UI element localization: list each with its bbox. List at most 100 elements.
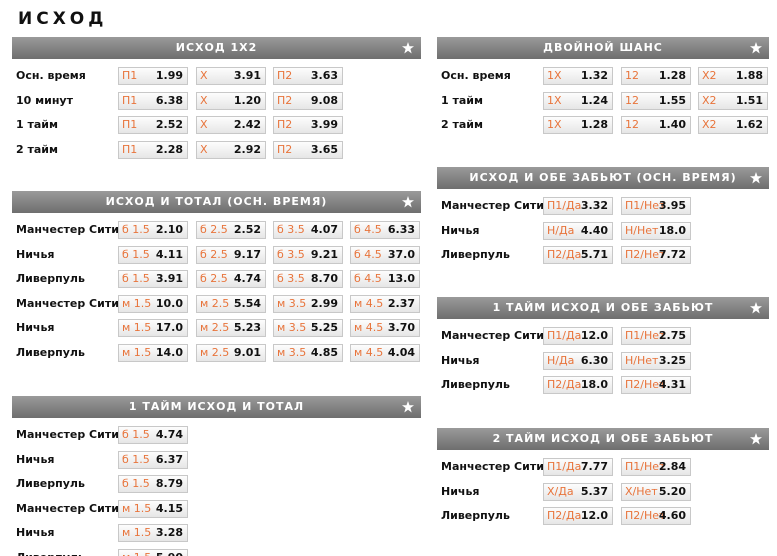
bet-name: м 3.5: [277, 321, 307, 335]
section-header: ИСХОД 1Х2: [12, 37, 421, 59]
odds-button[interactable]: м 4.5 4.04: [350, 344, 420, 362]
odds-button[interactable]: м 3.5 5.25: [273, 319, 343, 338]
odds-value: 5.20: [658, 484, 686, 498]
odds-button[interactable]: X2 1.88: [698, 67, 768, 85]
bet-name: б 1.5: [122, 452, 150, 466]
odds-button[interactable]: 1X 1.28: [543, 116, 613, 135]
favorite-star[interactable]: [750, 172, 762, 184]
odds-button[interactable]: Х/Нет 5.20: [621, 482, 691, 501]
odds-button[interactable]: б 1.5 4.11: [118, 245, 188, 264]
odds-button[interactable]: Н/Да 6.30: [543, 351, 613, 370]
odds-button[interactable]: 12 1.40: [621, 116, 691, 135]
odds-button[interactable]: 1X 1.24: [543, 91, 613, 110]
odds-button[interactable]: П1 1.99: [118, 67, 188, 85]
odds-button[interactable]: б 3.5 9.21: [273, 245, 343, 264]
odds-button[interactable]: м 1.5 14.0: [118, 344, 188, 362]
odds-value: 2.52: [233, 223, 261, 236]
odds-button[interactable]: Х 2.92: [196, 140, 266, 159]
odds-value: 1.51: [735, 93, 763, 107]
odds-button[interactable]: Н/Нет 18.0: [621, 221, 691, 240]
odds-button[interactable]: б 4.5 13.0: [350, 270, 420, 289]
odds-button[interactable]: м 3.5 4.85: [273, 344, 343, 362]
bet-name: П1/Нет: [625, 329, 666, 342]
section-title: 1 ТАЙМ ИСХОД И ОБЕ ЗАБЬЮТ: [492, 301, 714, 314]
bet-name: м 1.5: [122, 526, 152, 540]
odds-button[interactable]: П2/Да 18.0: [543, 376, 613, 395]
favorite-star[interactable]: [750, 302, 762, 314]
favorite-star[interactable]: [402, 196, 414, 208]
odds-button[interactable]: П1/Да 12.0: [543, 327, 613, 345]
favorite-star[interactable]: [402, 42, 414, 54]
odds-value: 1.99: [155, 69, 183, 82]
odds-button[interactable]: П2 9.08: [273, 91, 343, 110]
odds-button[interactable]: П1 2.52: [118, 116, 188, 135]
odds-button[interactable]: Н/Да 4.40: [543, 221, 613, 240]
odds-button[interactable]: б 4.5 37.0: [350, 245, 420, 264]
odds-button[interactable]: Н/Нет 3.25: [621, 351, 691, 370]
favorite-star[interactable]: [750, 42, 762, 54]
odds-button[interactable]: б 3.5 8.70: [273, 270, 343, 289]
odds-button[interactable]: б 2.5 9.17: [196, 245, 266, 264]
odds-button[interactable]: м 3.5 2.99: [273, 294, 343, 313]
odds-button[interactable]: X2 1.62: [698, 116, 768, 135]
odds-button[interactable]: б 2.5 4.74: [196, 270, 266, 289]
odds-value: 4.74: [155, 428, 183, 441]
odds-button[interactable]: Х 1.20: [196, 91, 266, 110]
odds-button[interactable]: П1 2.28: [118, 140, 188, 159]
odds-value: 7.72: [658, 248, 686, 262]
odds-button[interactable]: 12 1.28: [621, 67, 691, 85]
row-label: Манчестер Сити: [16, 296, 119, 310]
odds-button[interactable]: м 2.5 5.54: [196, 294, 266, 313]
row-label: Манчестер Сити: [441, 460, 544, 473]
odds-button[interactable]: Х 2.42: [196, 116, 266, 135]
bet-name: б 4.5: [354, 272, 382, 286]
section-header: 1 ТАЙМ ИСХОД И ТОТАЛ: [12, 396, 421, 418]
odds-button[interactable]: П1/Нет 2.75: [621, 327, 691, 345]
odds-button[interactable]: П1/Нет 2.84: [621, 458, 691, 476]
odds-button[interactable]: м 4.5 3.70: [350, 319, 420, 338]
odds-button[interactable]: б 4.5 6.33: [350, 221, 420, 239]
odds-button[interactable]: б 1.5 3.91: [118, 270, 188, 289]
odds-button[interactable]: П2/Да 12.0: [543, 507, 613, 526]
odds-button[interactable]: П1/Нет 3.95: [621, 197, 691, 215]
odds-button[interactable]: П2/Да 5.71: [543, 246, 613, 265]
odds-button[interactable]: м 1.5 17.0: [118, 319, 188, 338]
odds-button[interactable]: б 2.5 2.52: [196, 221, 266, 239]
odds-button[interactable]: м 1.5 5.90: [118, 549, 188, 556]
odds-value: 9.01: [233, 346, 261, 359]
odds-button[interactable]: Х 3.91: [196, 67, 266, 85]
odds-button[interactable]: м 1.5 3.28: [118, 524, 188, 543]
odds-button[interactable]: П2/Нет 4.60: [621, 507, 691, 526]
odds-button[interactable]: 12 1.55: [621, 91, 691, 110]
bet-name: П1/Да: [547, 460, 582, 473]
odds-button[interactable]: м 4.5 2.37: [350, 294, 420, 313]
odds-button[interactable]: 1X 1.32: [543, 67, 613, 85]
odds-button[interactable]: П2 3.99: [273, 116, 343, 135]
row-label: Ливерпуль: [16, 272, 85, 286]
favorite-star[interactable]: [402, 401, 414, 413]
odds-button[interactable]: Х/Да 5.37: [543, 482, 613, 501]
odds-button[interactable]: б 1.5 2.10: [118, 221, 188, 239]
odds-button[interactable]: б 3.5 4.07: [273, 221, 343, 239]
odds-value: 3.32: [580, 199, 608, 212]
bet-name: б 1.5: [122, 477, 150, 491]
odds-button[interactable]: X2 1.51: [698, 91, 768, 110]
odds-value: 2.37: [387, 296, 415, 310]
odds-button[interactable]: П2 3.65: [273, 140, 343, 159]
odds-value: 4.04: [387, 346, 415, 359]
odds-button[interactable]: П1/Да 3.32: [543, 197, 613, 215]
odds-button[interactable]: б 1.5 6.37: [118, 450, 188, 469]
odds-button[interactable]: м 2.5 9.01: [196, 344, 266, 362]
odds-button[interactable]: м 2.5 5.23: [196, 319, 266, 338]
odds-button[interactable]: П2/Нет 4.31: [621, 376, 691, 395]
odds-button[interactable]: П1/Да 7.77: [543, 458, 613, 476]
odds-button[interactable]: б 1.5 4.74: [118, 426, 188, 444]
odds-button[interactable]: П2 3.63: [273, 67, 343, 85]
odds-button[interactable]: м 1.5 4.15: [118, 499, 188, 518]
odds-button[interactable]: б 1.5 8.79: [118, 475, 188, 494]
odds-button[interactable]: П1 6.38: [118, 91, 188, 110]
odds-button[interactable]: м 1.5 10.0: [118, 294, 188, 313]
odds-button[interactable]: П2/Нет 7.72: [621, 246, 691, 265]
favorite-star[interactable]: [750, 433, 762, 445]
